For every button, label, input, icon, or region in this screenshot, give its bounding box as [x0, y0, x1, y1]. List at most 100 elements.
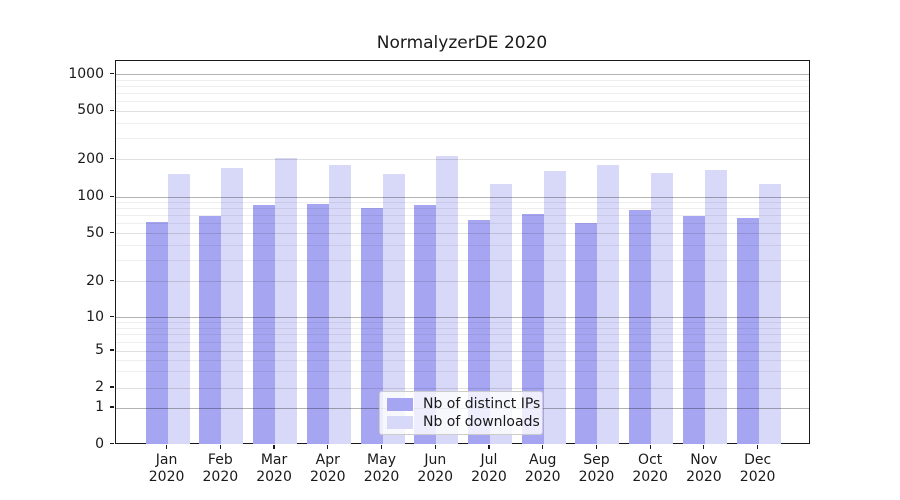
- y-tick-label: 1: [95, 399, 104, 415]
- legend-label: Nb of distinct IPs: [423, 396, 541, 412]
- gridline-major: [115, 159, 809, 160]
- bar-downloads: [597, 164, 620, 445]
- x-tick-mark: [542, 444, 544, 449]
- x-tick-month: Jun: [424, 451, 447, 468]
- bar-downloads: [543, 171, 566, 445]
- legend-swatch-downloads: [387, 415, 413, 429]
- x-tick-year: 2020: [471, 468, 507, 485]
- x-tick-month: Dec: [744, 451, 772, 468]
- x-tick-mark: [649, 444, 651, 449]
- x-tick-mark: [380, 444, 383, 449]
- y-tick-label: 20: [86, 272, 104, 289]
- y-tick-label: 50: [86, 224, 104, 241]
- x-tick-year: 2020: [309, 468, 346, 485]
- bar-downloads: [328, 165, 351, 445]
- x-tick-mark: [327, 444, 329, 449]
- x-tick-label-feb: Feb 2020: [190, 452, 250, 486]
- x-tick-label-jan: Jan 2020: [137, 452, 197, 486]
- bar-downloads: [382, 173, 405, 445]
- bar-distinct-ips: [736, 218, 759, 445]
- x-tick-month: Apr: [315, 451, 340, 468]
- chart-title: NormalyzerDE 2020: [376, 33, 548, 53]
- bar-downloads: [489, 183, 512, 445]
- bar-distinct-ips: [145, 222, 168, 445]
- x-tick-label-jul: Jul 2020: [459, 452, 519, 486]
- y-tick-mark: [109, 157, 114, 160]
- gridline-major: [115, 233, 809, 234]
- y-tick-label: 200: [77, 150, 104, 167]
- x-tick-month: Feb: [207, 451, 233, 468]
- y-tick-label: 10: [86, 308, 104, 325]
- gridline-minor: [115, 202, 809, 204]
- bar-distinct-ips: [306, 203, 329, 445]
- x-tick-label-oct: Oct 2020: [620, 452, 680, 486]
- x-tick-year: 2020: [148, 468, 185, 485]
- bar-downloads: [758, 183, 781, 445]
- y-tick-mark: [109, 231, 114, 234]
- bar-distinct-ips: [521, 214, 544, 445]
- gridline-minor: [115, 244, 809, 246]
- x-tick-month: Jul: [480, 451, 498, 468]
- legend: Nb of distinct IPs Nb of downloads: [379, 391, 543, 435]
- bar-distinct-ips: [253, 205, 276, 445]
- gridline-major: [115, 281, 809, 282]
- gridline-major: [115, 350, 809, 352]
- gridline-minor: [115, 92, 809, 94]
- bar-distinct-ips: [360, 207, 383, 445]
- gridline-major: [115, 317, 809, 318]
- x-tick-month: May: [367, 451, 396, 468]
- y-tick-label: 100: [77, 188, 104, 205]
- gridline-minor: [115, 259, 809, 261]
- bar-distinct-ips: [575, 223, 598, 445]
- gridline-minor: [115, 215, 809, 217]
- x-tick-label-apr: Apr 2020: [298, 452, 358, 486]
- x-tick-year: 2020: [578, 468, 615, 485]
- gridline-minor: [115, 371, 809, 373]
- x-tick-year: 2020: [202, 468, 239, 485]
- bar-distinct-ips: [467, 219, 490, 445]
- x-tick-month: Nov: [690, 451, 718, 468]
- y-tick-label: 5: [95, 342, 104, 358]
- x-tick-mark: [757, 444, 759, 449]
- x-tick-year: 2020: [632, 468, 668, 485]
- x-tick-mark: [273, 444, 275, 449]
- x-tick-month: Oct: [638, 451, 663, 468]
- plot-area: [114, 60, 810, 445]
- x-tick-month: Sep: [583, 451, 610, 468]
- gridline-minor: [115, 122, 809, 124]
- x-tick-label-aug: Aug 2020: [513, 452, 573, 486]
- legend-entry: Nb of distinct IPs: [387, 396, 540, 412]
- y-tick-mark: [109, 406, 114, 408]
- x-tick-mark: [703, 444, 705, 449]
- y-tick-mark: [109, 109, 114, 111]
- gridline-major: [115, 196, 809, 198]
- gridline-minor: [115, 322, 809, 324]
- x-tick-month: Mar: [260, 451, 288, 468]
- gridline-minor: [115, 223, 809, 225]
- bar-downloads: [167, 174, 190, 445]
- bar-distinct-ips: [629, 209, 652, 445]
- y-tick-mark: [109, 195, 114, 197]
- gridline-minor: [115, 334, 809, 336]
- x-tick-mark: [219, 444, 221, 449]
- gridline-minor: [115, 208, 809, 210]
- gridline-major: [115, 74, 809, 75]
- legend-entry: Nb of downloads: [387, 414, 540, 430]
- x-tick-mark: [595, 444, 598, 449]
- gridline-minor: [115, 79, 809, 81]
- y-tick-label: 0: [95, 435, 104, 452]
- bar-downloads: [704, 170, 727, 445]
- y-tick-label: 1000: [68, 65, 104, 82]
- gridline-minor: [115, 341, 809, 343]
- x-tick-label-sep: Sep 2020: [566, 452, 626, 486]
- bar-downloads: [275, 158, 298, 445]
- bar-distinct-ips: [199, 215, 222, 445]
- legend-swatch-distinct-ips: [387, 397, 413, 411]
- x-tick-year: 2020: [417, 468, 454, 485]
- gridline-minor: [115, 85, 809, 87]
- bar-downloads: [651, 173, 674, 445]
- x-tick-year: 2020: [739, 468, 776, 485]
- gridline-major: [115, 387, 809, 389]
- x-tick-mark: [488, 444, 490, 449]
